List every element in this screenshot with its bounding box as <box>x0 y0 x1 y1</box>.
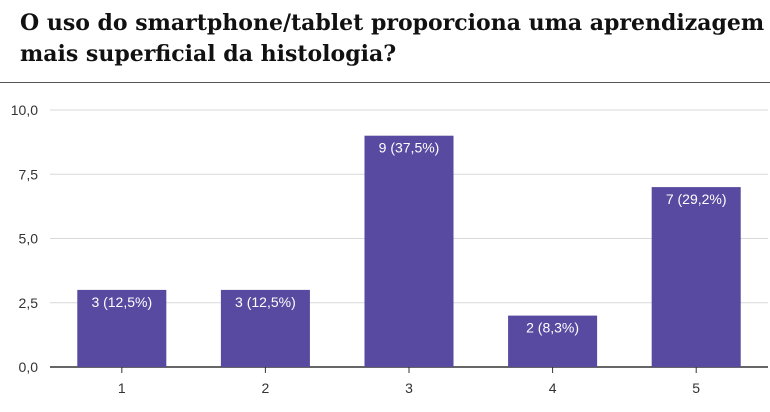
data-label: 9 (37,5%) <box>379 140 440 156</box>
chart-title: O uso do smartphone/tablet proporciona u… <box>20 8 765 70</box>
x-tick-label: 1 <box>118 380 126 396</box>
x-tick-label: 4 <box>549 380 557 396</box>
data-label: 3 (12,5%) <box>235 294 296 310</box>
y-tick-label: 5,0 <box>19 231 39 247</box>
bar <box>364 135 454 367</box>
x-tick-label: 3 <box>405 380 413 396</box>
chart-title-line-1: O uso do smartphone/tablet proporciona u… <box>20 10 765 36</box>
data-label: 7 (29,2%) <box>666 191 727 207</box>
y-tick-label: 2,5 <box>19 295 39 311</box>
x-tick-label: 2 <box>262 380 270 396</box>
y-tick-label: 10,0 <box>11 102 38 118</box>
x-tick-label: 5 <box>692 380 700 396</box>
chart-title-line-2: mais superficial da histologia? <box>20 41 397 67</box>
y-tick-label: 0,0 <box>19 359 39 375</box>
bar <box>220 289 310 367</box>
data-label: 3 (12,5%) <box>91 294 152 310</box>
title-divider <box>0 82 770 83</box>
bar <box>508 315 598 367</box>
y-tick-label: 7,5 <box>19 166 39 182</box>
bar <box>77 289 167 367</box>
data-label: 2 (8,3%) <box>526 320 579 336</box>
bar <box>651 187 741 367</box>
